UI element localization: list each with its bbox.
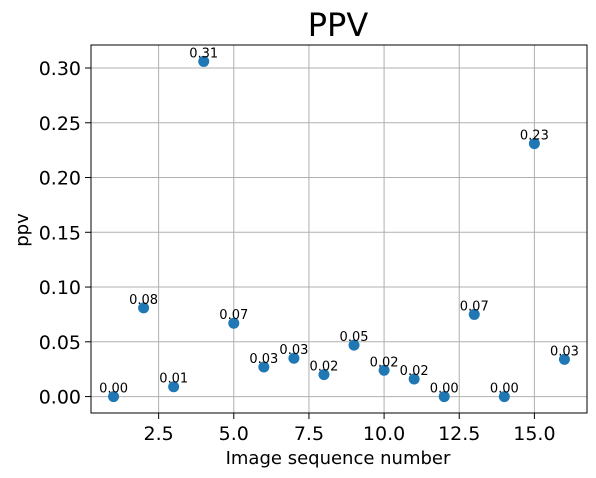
data-label: 0.00: [430, 382, 459, 397]
y-tick-label: 0.30: [39, 58, 81, 80]
data-label: 0.03: [550, 344, 579, 359]
scatter-point: [168, 381, 180, 393]
data-label: 0.03: [249, 352, 278, 367]
chart-title: PPV: [308, 6, 369, 44]
point-layer: [108, 55, 570, 403]
scatter-point: [468, 308, 480, 320]
data-label: 0.02: [400, 364, 429, 379]
scatter-point: [198, 55, 210, 67]
data-label: 0.23: [520, 129, 549, 144]
scatter-point: [228, 317, 240, 329]
tick-layer: 2.5 5.0 7.5 10.0 12.5 15.0 0.00 0.05 0.10 0.15 0.2…: [39, 58, 556, 445]
data-label: 0.05: [340, 330, 369, 345]
grid-layer: [91, 45, 587, 413]
scatter-point: [138, 302, 150, 314]
data-label: 0.31: [189, 46, 218, 61]
scatter-point: [498, 391, 510, 403]
scatter-point: [348, 339, 360, 351]
x-tick-label: 2.5: [144, 423, 174, 445]
x-tick-label: 12.5: [438, 423, 480, 445]
scatter-point: [378, 364, 390, 376]
scatter-point: [288, 352, 300, 364]
y-tick-label: 0.25: [39, 113, 81, 135]
y-tick-label: 0.20: [39, 168, 81, 190]
x-tick-label: 7.5: [294, 423, 324, 445]
axes-layer: [90, 44, 588, 414]
x-axis-title: Image sequence number: [226, 448, 451, 469]
scatter-point: [528, 138, 540, 150]
plot-frame: [90, 44, 588, 414]
data-label: 0.02: [309, 360, 338, 375]
data-label: 0.00: [490, 382, 519, 397]
data-label: 0.00: [99, 382, 128, 397]
y-tick-label: 0.10: [39, 277, 81, 299]
scatter-point: [108, 391, 120, 403]
label-layer: 0.000.080.010.310.070.030.030.020.050.02…: [99, 46, 579, 396]
x-tick-label: 15.0: [513, 423, 555, 445]
scatter-point: [258, 361, 270, 373]
x-tick-label: 5.0: [219, 423, 249, 445]
data-label: 0.07: [219, 308, 248, 323]
data-label: 0.01: [159, 372, 188, 387]
scatter-point: [438, 391, 450, 403]
scatter-point: [318, 369, 330, 381]
y-tick-label: 0.05: [39, 332, 81, 354]
y-tick-label: 0.00: [39, 387, 81, 409]
data-label: 0.07: [460, 299, 489, 314]
y-axis-title: ppv: [12, 213, 33, 247]
y-tick-label: 0.15: [39, 222, 81, 244]
data-label: 0.08: [129, 293, 158, 308]
scatter-point: [558, 353, 570, 365]
x-tick-label: 10.0: [363, 423, 405, 445]
data-label: 0.03: [279, 343, 308, 358]
scatter-point: [408, 373, 420, 385]
data-label: 0.02: [370, 355, 399, 370]
